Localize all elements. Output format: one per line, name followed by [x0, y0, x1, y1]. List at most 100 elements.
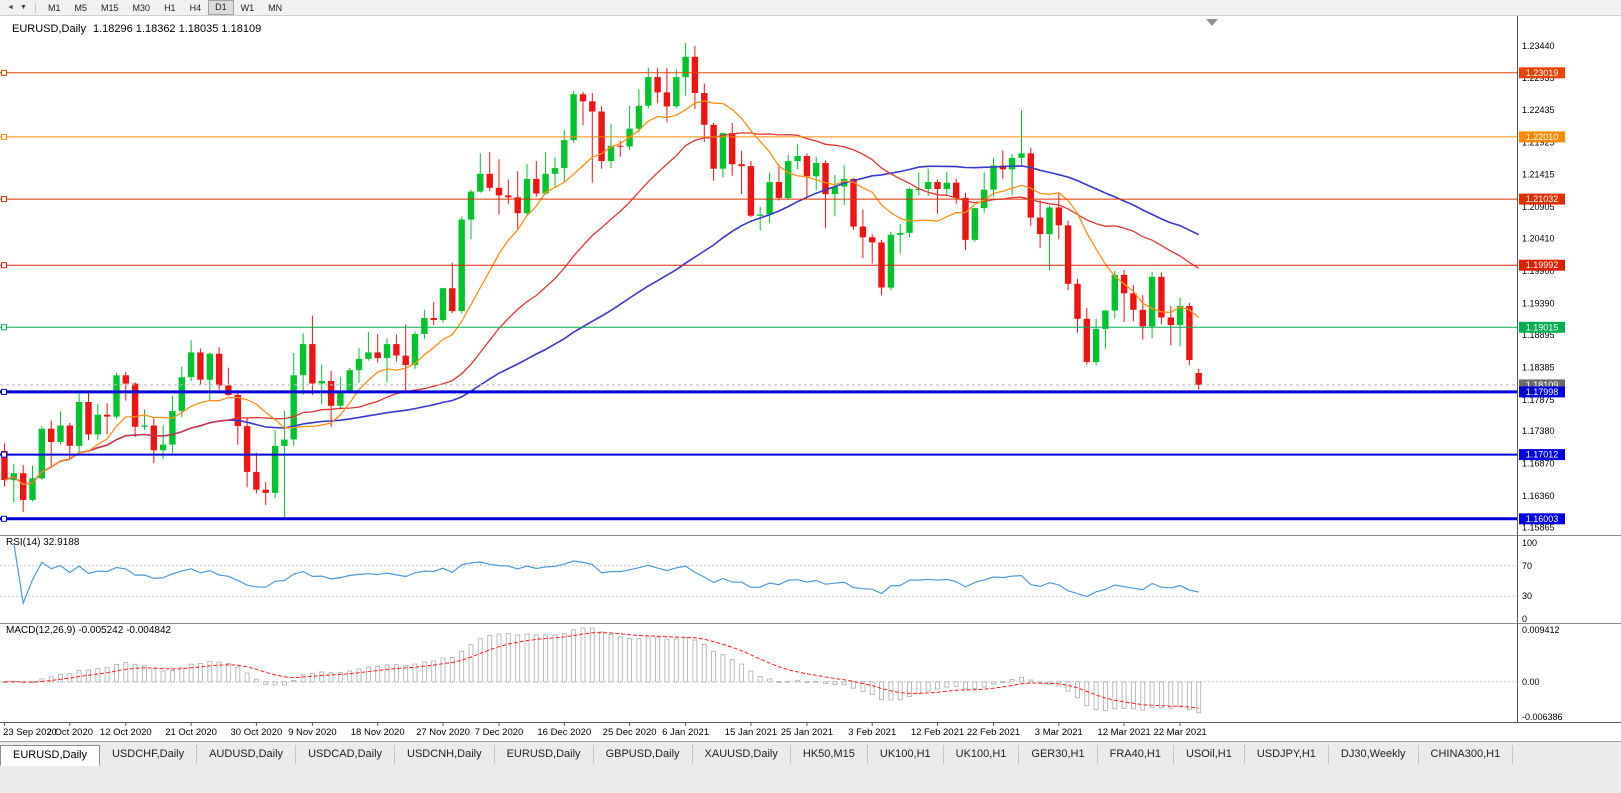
svg-text:25 Dec 2020: 25 Dec 2020 — [603, 727, 657, 738]
timeframe-button-h4[interactable]: H4 — [189, 2, 202, 13]
timeframe-button-m30[interactable]: M30 — [132, 2, 151, 13]
svg-text:0: 0 — [1522, 614, 1527, 624]
chart-title: EURUSD,Daily 1.18296 1.18362 1.18035 1.18… — [12, 23, 261, 35]
svg-text:3 Feb 2021: 3 Feb 2021 — [848, 727, 896, 738]
svg-text:1.23440: 1.23440 — [1522, 41, 1555, 51]
svg-text:1.17380: 1.17380 — [1522, 426, 1555, 436]
svg-text:1.19015: 1.19015 — [1526, 322, 1559, 332]
timeframe-button-m1[interactable]: M1 — [48, 2, 61, 13]
svg-text:1.15865: 1.15865 — [1522, 523, 1555, 533]
chart-tab-china300-h1[interactable]: CHINA300,H1 — [1418, 745, 1514, 764]
timeframe-button-m15[interactable]: M15 — [101, 2, 119, 13]
chart-tab-usdcnh-daily[interactable]: USDCNH,Daily — [395, 745, 495, 764]
svg-text:12 Feb 2021: 12 Feb 2021 — [911, 727, 964, 738]
svg-text:7 Dec 2020: 7 Dec 2020 — [475, 727, 524, 738]
svg-text:6 Jan 2021: 6 Jan 2021 — [662, 727, 709, 738]
chart-tab-xauusd-daily[interactable]: XAUUSD,Daily — [692, 745, 791, 764]
macd-panel — [0, 627, 1517, 714]
chart-tab-usdcad-daily[interactable]: USDCAD,Daily — [296, 745, 396, 764]
macd-indicator-label: MACD(12,26,9) -0.005242 -0.004842 — [6, 625, 172, 636]
rsi-indicator-label: RSI(14) 32.9188 — [6, 537, 80, 548]
svg-text:1.20905: 1.20905 — [1522, 202, 1555, 212]
chart-tab-uk100-h1[interactable]: UK100,H1 — [943, 745, 1020, 764]
price-axis: 1.234401.229351.224351.219251.214151.209… — [1519, 41, 1565, 722]
candles-layer — [1, 42, 1202, 518]
timeframe-toolbar: ◄ ▼ M1 M5 M15 M30 H1 H4 D1 W1 MN — [0, 0, 1621, 16]
svg-text:23 Sep 2020: 23 Sep 2020 — [3, 727, 57, 738]
svg-text:1.18895: 1.18895 — [1522, 330, 1555, 340]
toolbar-separator — [35, 2, 36, 13]
svg-text:12 Oct 2020: 12 Oct 2020 — [100, 727, 152, 738]
chart-region[interactable]: 1.234401.229351.224351.219251.214151.209… — [0, 16, 1621, 741]
svg-text:1.18385: 1.18385 — [1522, 362, 1555, 372]
timeframe-button-h1[interactable]: H1 — [164, 2, 176, 13]
chart-shift-marker[interactable] — [1206, 19, 1218, 26]
chart-tab-dj30-weekly[interactable]: DJ30,Weekly — [1328, 745, 1419, 764]
timeframe-button-w1[interactable]: W1 — [240, 2, 255, 13]
svg-text:2 Oct 2020: 2 Oct 2020 — [47, 727, 93, 738]
timeframe-buttons: M1 M5 M15 M30 H1 H4 D1 W1 MN — [41, 0, 289, 15]
svg-text:1.21032: 1.21032 — [1526, 194, 1559, 204]
svg-text:-0.006386: -0.006386 — [1522, 712, 1563, 722]
chart-tab-gbpusd-daily[interactable]: GBPUSD,Daily — [593, 745, 693, 764]
svg-text:1.16870: 1.16870 — [1522, 459, 1555, 469]
chart-tab-bar: EURUSD,Daily USDCHF,Daily AUDUSD,Daily USDC… — [0, 741, 1621, 793]
svg-text:1.21415: 1.21415 — [1522, 170, 1555, 180]
dropdown-icon[interactable]: ▼ — [20, 3, 27, 11]
timeframe-button-mn[interactable]: MN — [268, 2, 283, 13]
ma-overlay-10 — [4, 100, 1200, 486]
svg-text:1.22435: 1.22435 — [1522, 105, 1555, 115]
chart-tab-ger30-h1[interactable]: GER30,H1 — [1019, 745, 1098, 764]
chart-tab-hk50-m15[interactable]: HK50,M15 — [790, 745, 868, 764]
ma-overlay-50 — [4, 165, 1200, 486]
chart-tab-usdchf-daily[interactable]: USDCHF,Daily — [99, 745, 198, 764]
chart-tab-usoil-h1[interactable]: USOil,H1 — [1173, 745, 1245, 764]
svg-text:9 Nov 2020: 9 Nov 2020 — [288, 727, 337, 738]
macd-signal-line — [4, 632, 1199, 709]
svg-text:18 Nov 2020: 18 Nov 2020 — [351, 727, 405, 738]
chart-ohlc-values: 1.18296 1.18362 1.18035 1.18109 — [92, 23, 262, 35]
chart-tab-eurusd-daily[interactable]: EURUSD,Daily — [0, 745, 100, 766]
svg-text:22 Mar 2021: 22 Mar 2021 — [1153, 727, 1206, 738]
svg-text:1.17998: 1.17998 — [1526, 387, 1559, 397]
svg-text:1.20410: 1.20410 — [1522, 234, 1555, 244]
svg-text:1.22010: 1.22010 — [1526, 132, 1559, 142]
svg-text:15 Jan 2021: 15 Jan 2021 — [725, 727, 777, 738]
svg-text:1.16360: 1.16360 — [1522, 491, 1555, 501]
timeframe-button-m5[interactable]: M5 — [74, 2, 88, 13]
svg-text:30: 30 — [1522, 591, 1532, 601]
scroll-left-icon[interactable]: ◄ — [7, 3, 14, 11]
svg-text:25 Jan 2021: 25 Jan 2021 — [781, 727, 833, 738]
rsi-panel — [0, 542, 1517, 606]
svg-text:1.16003: 1.16003 — [1526, 514, 1559, 524]
svg-text:1.17012: 1.17012 — [1526, 450, 1559, 460]
svg-text:1.19390: 1.19390 — [1522, 299, 1555, 309]
svg-text:70: 70 — [1522, 561, 1532, 571]
svg-text:30 Oct 2020: 30 Oct 2020 — [231, 727, 283, 738]
chart-tab-eurusd-daily[interactable]: EURUSD,Daily — [494, 745, 594, 764]
svg-text:21 Oct 2020: 21 Oct 2020 — [165, 727, 217, 738]
chart-tab-usdjpy-h1[interactable]: USDJPY,H1 — [1244, 745, 1329, 764]
support-resistance-lines[interactable] — [0, 69, 1517, 522]
panel-separators[interactable] — [0, 535, 1621, 624]
svg-text:1.19900: 1.19900 — [1522, 266, 1555, 276]
svg-text:1.19992: 1.19992 — [1526, 260, 1559, 270]
rsi-line — [13, 542, 1199, 606]
timeframe-button-d1[interactable]: D1 — [208, 0, 234, 15]
svg-text:27 Nov 2020: 27 Nov 2020 — [416, 727, 470, 738]
chart-tab-fra40-h1[interactable]: FRA40,H1 — [1097, 745, 1174, 764]
svg-text:1.17875: 1.17875 — [1522, 395, 1555, 405]
svg-text:16 Dec 2020: 16 Dec 2020 — [537, 727, 591, 738]
svg-text:0.009412: 0.009412 — [1522, 625, 1560, 635]
svg-text:22 Feb 2021: 22 Feb 2021 — [967, 727, 1020, 738]
chart-tab-audusd-daily[interactable]: AUDUSD,Daily — [197, 745, 297, 764]
chart-symbol-label: EURUSD,Daily — [12, 23, 86, 35]
svg-text:0.00: 0.00 — [1522, 677, 1540, 687]
price-chart-canvas[interactable]: 1.234401.229351.224351.219251.214151.209… — [0, 16, 1621, 741]
chart-tab-uk100-h1[interactable]: UK100,H1 — [867, 745, 944, 764]
svg-text:3 Mar 2021: 3 Mar 2021 — [1035, 727, 1083, 738]
svg-text:1.18109: 1.18109 — [1526, 380, 1559, 390]
svg-text:1.23019: 1.23019 — [1526, 68, 1559, 78]
